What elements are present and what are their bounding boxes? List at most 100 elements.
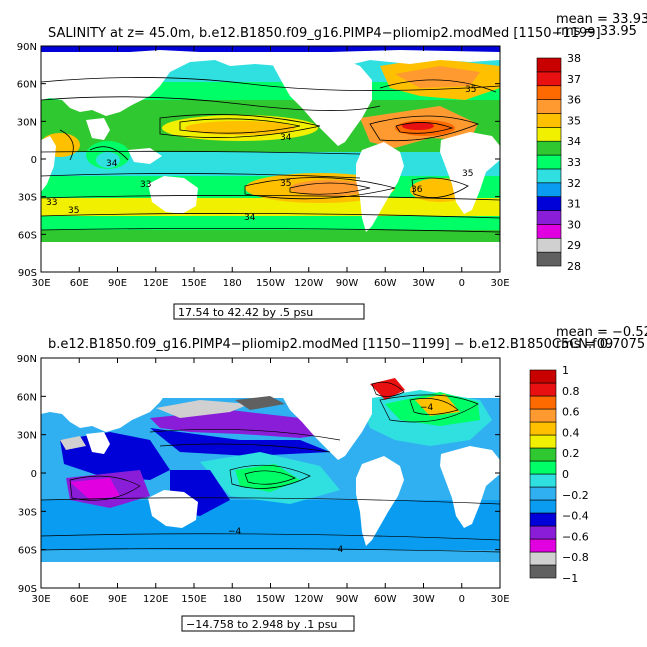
colorbar-label: −0.6 [562, 530, 589, 543]
colorbar-swatch [530, 526, 556, 539]
colorbar-swatch [530, 565, 556, 578]
colorbar-swatch [530, 474, 556, 487]
colorbar-swatch [537, 155, 561, 169]
southern-ocean-band [41, 550, 500, 562]
colorbar-label: 0.6 [562, 406, 580, 419]
colorbar-swatch [530, 461, 556, 474]
colorbar-label: 31 [567, 198, 581, 211]
colorbar-swatch [537, 72, 561, 86]
colorbar-swatch [530, 409, 556, 422]
lon-label: 60E [70, 278, 89, 289]
lon-label: 120E [143, 594, 168, 605]
panel-title: SALINITY at z= 45.0m, b.e12.B1850.f09_g1… [48, 26, 601, 41]
lon-label: 150E [181, 594, 206, 605]
colorbar-swatch [537, 127, 561, 141]
colorbar-swatch [537, 113, 561, 127]
lon-label: 150W [256, 278, 285, 289]
colorbar-swatch [537, 238, 561, 252]
colorbar-swatch [530, 370, 556, 383]
colorbar-swatch [537, 197, 561, 211]
colorbar-swatch [537, 100, 561, 114]
colorbar-swatch [537, 141, 561, 155]
colorbar-label: 36 [567, 94, 581, 107]
lon-label: 180 [223, 594, 242, 605]
lon-label: 180 [223, 278, 242, 289]
lat-label: 60S [18, 546, 37, 557]
colorbar-label: 0 [562, 468, 569, 481]
colorbar-label: 30 [567, 218, 581, 231]
lat-label: 30S [18, 193, 37, 204]
southern-ocean-band [41, 230, 500, 242]
contour-label: −4 [228, 527, 242, 537]
lon-label: 90W [336, 594, 359, 605]
anomaly-map-panel: b.e12.B1850.f09_g16.PIMP4−pliomip2.modMe… [17, 325, 647, 631]
lon-label: 150W [256, 594, 285, 605]
anomaly-field: −4 −4 −4 [41, 358, 500, 588]
colorbar-swatch [537, 252, 561, 266]
colorbar-swatch [530, 539, 556, 552]
colorbar-label: −0.4 [562, 510, 589, 523]
panel-title: b.e12.B1850.f09_g16.PIMP4−pliomip2.modMe… [48, 337, 613, 352]
lon-label: 90W [336, 278, 359, 289]
lat-label: 30S [18, 507, 37, 518]
lon-label: 120W [294, 594, 323, 605]
latitude-labels: 90N60N30N030S60S90S [17, 354, 37, 595]
colorbar-label: 0.2 [562, 447, 580, 460]
colorbar-swatch [537, 183, 561, 197]
lon-label: 150E [181, 278, 206, 289]
colorbar-swatch [530, 383, 556, 396]
colorbar-label: 32 [567, 177, 581, 190]
colorbar-swatch [530, 448, 556, 461]
contour-label: 35 [462, 169, 473, 179]
rms-stat: rms = 0.7075 [556, 337, 645, 352]
lon-label: 60E [70, 594, 89, 605]
colorbar-swatch [530, 513, 556, 526]
lat-label: 30N [17, 117, 37, 128]
colorbar-label: 0.8 [562, 385, 580, 398]
contour-label: 34 [280, 133, 292, 143]
range-label: −14.758 to 2.948 by .1 psu [186, 618, 337, 631]
contour-label: 33 [46, 198, 57, 208]
contour-label: 34 [244, 213, 256, 223]
lon-label: 120W [294, 278, 323, 289]
range-label: 17.54 to 42.42 by .5 psu [178, 306, 313, 319]
lon-label: 30E [490, 278, 509, 289]
lon-label: 90E [108, 278, 127, 289]
lon-label: 90E [108, 594, 127, 605]
colorbar-swatch [537, 58, 561, 72]
colorbar-swatch [530, 396, 556, 409]
lon-label: 30E [31, 278, 50, 289]
colorbar-label: 35 [567, 114, 581, 127]
contour-label: −4 [330, 545, 344, 555]
lat-label: 90N [17, 42, 37, 53]
lat-label: 60S [18, 230, 37, 241]
lon-label: 60W [374, 594, 397, 605]
lon-label: 0 [459, 278, 465, 289]
colorbar-label: 29 [567, 239, 581, 252]
colorbar-swatch [530, 487, 556, 500]
colorbar-labels: 38 37 36 35 34 33 32 31 30 29 28 [567, 52, 581, 273]
lon-label: 30W [412, 278, 435, 289]
colorbar-swatch [530, 552, 556, 565]
colorbar-swatch [530, 435, 556, 448]
salinity-field: 35 34 35 33 34 34 35 36 35 33 [40, 46, 500, 272]
colorbar-label: 34 [567, 135, 581, 148]
contour-label: 35 [465, 85, 476, 95]
colorbar-label: −0.8 [562, 551, 589, 564]
colorbar [530, 370, 556, 578]
colorbar-swatch [530, 500, 556, 513]
lon-label: 120E [143, 278, 168, 289]
lon-label: 60W [374, 278, 397, 289]
colorbar-swatch [537, 224, 561, 238]
lon-label: 30E [31, 594, 50, 605]
lon-label: 0 [459, 594, 465, 605]
north-atlantic-max [402, 122, 434, 130]
lat-label: 60N [17, 392, 37, 403]
colorbar-label: 37 [567, 73, 581, 86]
colorbar-swatch [537, 211, 561, 225]
lat-label: 60N [17, 80, 37, 91]
colorbar-label: −0.2 [562, 489, 589, 502]
lat-label: 0 [31, 155, 37, 166]
